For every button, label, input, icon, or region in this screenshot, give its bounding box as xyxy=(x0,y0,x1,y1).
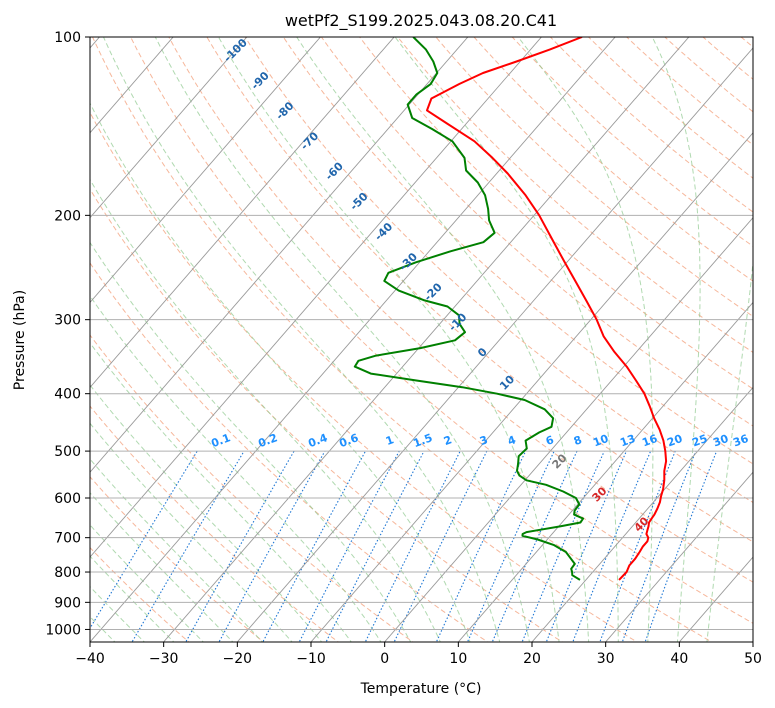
y-tick-label: 900 xyxy=(54,595,81,611)
mixing-ratio-label: 2 xyxy=(442,433,454,448)
moist-adiabat-line xyxy=(90,178,441,642)
mixing-ratio-line xyxy=(572,450,652,642)
mixing-ratio-label: 1.5 xyxy=(411,431,434,450)
chart-title: wetPf2_S199.2025.043.08.20.C41 xyxy=(285,11,557,31)
y-axis-title: Pressure (hPa) xyxy=(12,290,28,390)
y-tick-label: 200 xyxy=(54,208,81,224)
isotherm-line xyxy=(90,37,322,304)
y-tick-label: 1000 xyxy=(45,622,81,638)
isotherm-line xyxy=(604,471,753,642)
mixing-ratio-line xyxy=(393,450,488,642)
moist-adiabat-line xyxy=(90,384,323,642)
profile-line xyxy=(426,37,668,581)
mixing-ratio-label: 0.4 xyxy=(306,431,329,450)
mixing-ratio-line xyxy=(621,450,697,642)
isotherm-line xyxy=(457,301,753,642)
y-tick-label: 800 xyxy=(54,565,81,581)
isotherm-line xyxy=(90,37,469,473)
mixing-ratio-line xyxy=(325,450,425,642)
x-axis-title: Temperature (°C) xyxy=(360,681,482,697)
x-axis: −40 −30 −20 −10 0 10 20 30 40 50 xyxy=(75,642,762,667)
y-tick-label: 700 xyxy=(54,531,81,547)
isotherm-line xyxy=(162,37,690,642)
dry-adiabat-line xyxy=(763,24,775,645)
isotherm-line xyxy=(90,37,174,134)
isotherm-line xyxy=(383,216,753,642)
x-tick-label: −10 xyxy=(296,651,326,667)
mixing-ratio-label: 0.2 xyxy=(256,431,279,450)
y-tick-label: 400 xyxy=(54,387,81,403)
isotherm-line xyxy=(90,37,543,558)
plot-frame xyxy=(89,36,754,643)
mixing-ratio-line xyxy=(90,450,198,630)
mixing-ratio-label: 25 xyxy=(690,432,709,449)
mixing-ratio-line xyxy=(262,450,366,642)
mixing-ratio-label: 16 xyxy=(640,432,659,450)
y-tick-label: 600 xyxy=(54,491,81,507)
y-tick-label: 100 xyxy=(54,30,81,46)
x-tick-label: −40 xyxy=(75,651,105,667)
moist-adiabat-line xyxy=(90,585,146,642)
moist-adiabat-line xyxy=(90,295,382,642)
mixing-ratio-line xyxy=(364,450,461,642)
isotherm-line xyxy=(531,386,753,642)
isotherm-line xyxy=(752,641,753,642)
isotherm-line xyxy=(90,37,248,219)
mixing-ratio-label: 36 xyxy=(731,432,750,450)
y-tick-label: 300 xyxy=(54,313,81,329)
plot-area xyxy=(90,37,753,642)
moist-adiabat-line xyxy=(90,102,471,642)
mixing-ratio-label: 4 xyxy=(506,433,518,448)
moist-adiabat-line xyxy=(90,342,352,642)
x-tick-label: −20 xyxy=(223,651,253,667)
dry-adiabat-line xyxy=(206,37,753,543)
x-tick-label: 20 xyxy=(523,651,541,667)
mixing-ratio-label: 8 xyxy=(572,433,584,448)
mixing-ratio-label: 13 xyxy=(618,432,637,449)
isotherm-line xyxy=(310,132,753,642)
mixing-ratio-label: 0.6 xyxy=(337,431,360,450)
moist-adiabat-line xyxy=(90,555,175,642)
mixing-ratio-label: 20 xyxy=(665,432,684,450)
dry-adiabat-line xyxy=(90,111,638,642)
profile-lines xyxy=(353,37,668,581)
mixing-ratio-line xyxy=(491,450,578,642)
profile-line xyxy=(353,37,585,581)
dry-adiabat-line xyxy=(282,37,753,465)
isotherm-line xyxy=(236,47,753,642)
isotherm-line xyxy=(90,37,616,642)
x-tick-label: 10 xyxy=(449,651,467,667)
mixing-ratio-label: 10 xyxy=(591,432,610,450)
moist-adiabat-line xyxy=(90,241,412,642)
grid-lines xyxy=(90,37,753,642)
mixing-ratio-line xyxy=(521,450,605,642)
mixing-ratio-line xyxy=(545,450,627,642)
mixing-ratio-line xyxy=(298,450,400,642)
x-tick-label: 30 xyxy=(597,651,615,667)
x-tick-label: 40 xyxy=(670,651,688,667)
dry-adiabat-line xyxy=(244,37,753,504)
x-tick-label: 50 xyxy=(744,651,762,667)
moist-adiabat-line xyxy=(90,458,264,642)
isotherm-line xyxy=(90,37,395,389)
y-axis: 1000 900 800 700 600 500 400 300 200 100 xyxy=(45,30,90,638)
mixing-ratio-line xyxy=(644,450,718,642)
x-tick-label: −30 xyxy=(149,651,179,667)
mixing-ratio-label: 30 xyxy=(711,432,730,450)
mixing-ratio-label: 6 xyxy=(544,433,556,448)
dry-adiabat-line xyxy=(397,37,753,353)
dry-adiabat-line xyxy=(358,37,753,390)
mixing-ratio-label: 1 xyxy=(384,433,396,448)
dry-adiabat-line xyxy=(168,37,753,583)
y-tick-label: 500 xyxy=(54,444,81,460)
mixing-ratio-label: 3 xyxy=(478,433,490,448)
mixing-ratio-label: 0.1 xyxy=(209,431,232,450)
mixing-ratio-line xyxy=(435,450,527,642)
x-tick-label: 0 xyxy=(380,651,389,667)
